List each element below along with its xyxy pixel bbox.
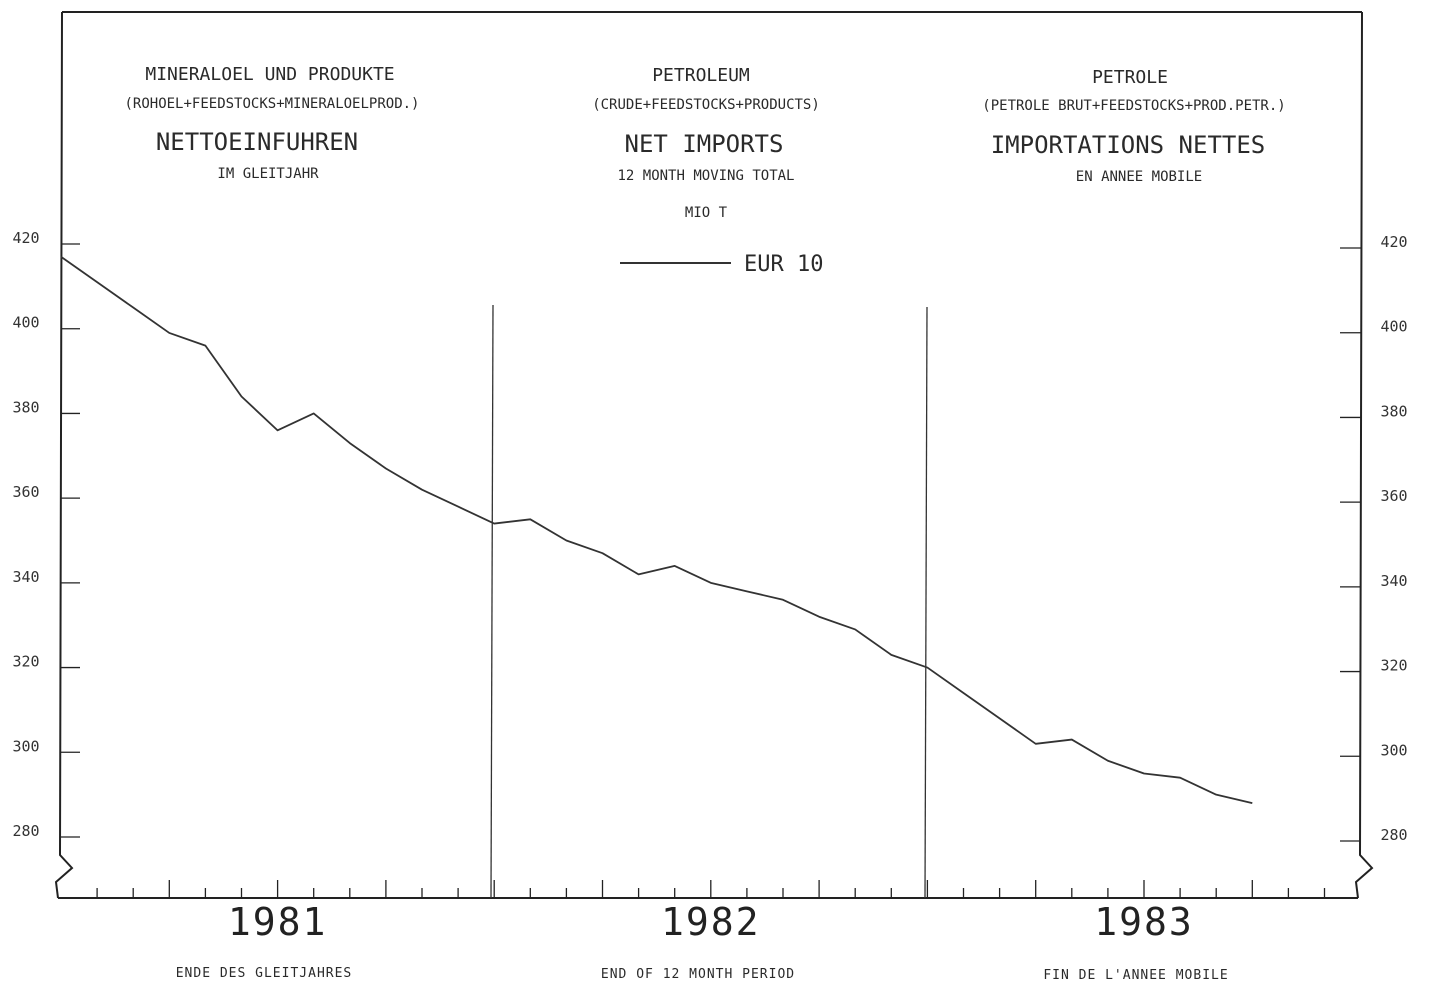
y-tick-label-right: 300 <box>1380 741 1407 759</box>
german-heading-block: MINERALOEL UND PRODUKTE (ROHOEL+FEEDSTOC… <box>124 64 419 182</box>
y-tick-label-right: 360 <box>1380 487 1407 505</box>
english-product-title: PETROLEUM <box>652 65 750 86</box>
unit-label: MIO T <box>685 205 728 221</box>
german-measure-title: NETTOEINFUHREN <box>156 128 358 156</box>
german-period-note: IM GLEITJAHR <box>217 166 319 182</box>
legend: EUR 10 <box>620 252 823 277</box>
y-axis-right: 280 300 320 340 360 380 400 420 <box>1340 233 1408 844</box>
series-eur10 <box>60 255 1253 804</box>
frame-right-edge <box>1354 11 1374 899</box>
y-tick-label-left: 400 <box>12 314 39 332</box>
y-tick-label-left: 300 <box>12 737 39 755</box>
french-period-note: EN ANNEE MOBILE <box>1076 169 1202 185</box>
footer-block: ENDE DES GLEITJAHRES END OF 12 MONTH PER… <box>176 966 1228 983</box>
french-heading-block: PETROLE (PETROLE BRUT+FEEDSTOCKS+PROD.PE… <box>982 67 1285 185</box>
y-tick-label-left: 420 <box>12 229 39 247</box>
frame-left-edge <box>54 11 74 899</box>
french-measure-title: IMPORTATIONS NETTES <box>991 131 1266 159</box>
y-tick-label-left: 340 <box>12 568 39 586</box>
y-tick-label-left: 320 <box>12 653 39 671</box>
german-product-title: MINERALOEL UND PRODUKTE <box>145 64 394 85</box>
french-composition-note: (PETROLE BRUT+FEEDSTOCKS+PROD.PETR.) <box>982 98 1285 114</box>
year-label-1981: 1981 <box>228 900 328 944</box>
year-divider-1981-1982 <box>490 304 494 899</box>
y-tick-label-left: 360 <box>12 483 39 501</box>
footer-english: END OF 12 MONTH PERIOD <box>601 967 795 982</box>
y-tick-label-right: 400 <box>1380 318 1407 336</box>
y-axis-left: 280 300 320 340 360 380 400 420 <box>12 229 80 840</box>
y-tick-label-right: 340 <box>1380 572 1407 590</box>
year-label-1983: 1983 <box>1094 900 1194 944</box>
y-tick-label-right: 380 <box>1380 402 1407 420</box>
legend-label-eur10: EUR 10 <box>744 252 823 277</box>
german-composition-note: (ROHOEL+FEEDSTOCKS+MINERALOELPROD.) <box>124 96 419 112</box>
y-tick-label-right: 420 <box>1380 233 1407 251</box>
english-heading-block: PETROLEUM (CRUDE+FEEDSTOCKS+PRODUCTS) NE… <box>592 65 820 221</box>
footer-french: FIN DE L'ANNEE MOBILE <box>1043 968 1228 983</box>
year-label-1982: 1982 <box>661 900 761 944</box>
footer-german: ENDE DES GLEITJAHRES <box>176 966 353 981</box>
english-period-note: 12 MONTH MOVING TOTAL <box>617 168 794 184</box>
series-line-0 <box>60 255 1253 804</box>
english-composition-note: (CRUDE+FEEDSTOCKS+PRODUCTS) <box>592 97 820 113</box>
x-axis-ticks <box>96 880 1326 898</box>
y-tick-label-right: 320 <box>1380 657 1407 675</box>
x-axis-year-labels: 1981 1982 1983 <box>228 900 1194 944</box>
chart-frame <box>54 11 1374 899</box>
y-tick-label-left: 280 <box>12 822 39 840</box>
year-divider-1982-1983 <box>924 306 928 899</box>
french-product-title: PETROLE <box>1092 67 1168 88</box>
english-measure-title: NET IMPORTS <box>625 130 784 158</box>
y-tick-label-right: 280 <box>1380 826 1407 844</box>
y-tick-label-left: 380 <box>12 398 39 416</box>
